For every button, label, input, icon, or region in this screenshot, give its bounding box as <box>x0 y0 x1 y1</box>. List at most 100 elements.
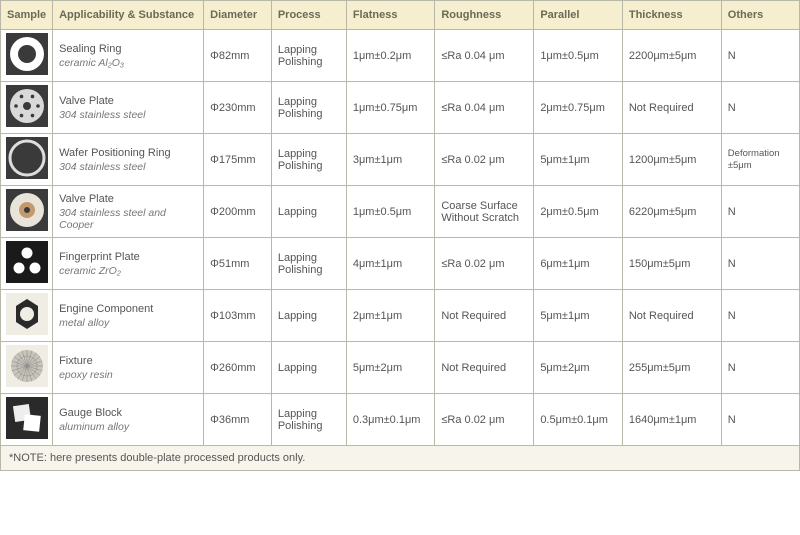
diameter-cell: Φ103mm <box>204 290 272 342</box>
diameter-cell: Φ200mm <box>204 186 272 238</box>
header-applicability: Applicability & Substance <box>53 1 204 30</box>
diameter-cell: Φ82mm <box>204 30 272 82</box>
applicability-substance: epoxy resin <box>59 369 197 381</box>
applicability-substance: 304 stainless steel <box>59 109 197 121</box>
process-cell: Lapping <box>271 290 346 342</box>
note-text: *NOTE: here presents double-plate proces… <box>1 446 800 471</box>
flatness-cell: 1μm±0.5μm <box>346 186 435 238</box>
flatness-cell: 1μm±0.2μm <box>346 30 435 82</box>
parallel-cell: 5μm±1μm <box>534 134 623 186</box>
applicability-name: Engine Component <box>59 303 197 315</box>
flatness-cell: 1μm±0.75μm <box>346 82 435 134</box>
process-cell: Lapping Polishing <box>271 30 346 82</box>
sample-thumb-cell <box>1 394 53 446</box>
others-cell: N <box>721 342 799 394</box>
header-process: Process <box>271 1 346 30</box>
sample-thumb-icon <box>6 241 48 283</box>
table-row: Fingerprint Plate ceramic ZrO₂ Φ51mm Lap… <box>1 238 800 290</box>
sample-thumb-icon <box>6 345 48 387</box>
parallel-cell: 6μm±1μm <box>534 238 623 290</box>
diameter-cell: Φ260mm <box>204 342 272 394</box>
applicability-substance: 304 stainless steel <box>59 161 197 173</box>
sample-thumb-cell <box>1 290 53 342</box>
roughness-cell: Not Required <box>435 342 534 394</box>
flatness-cell: 5μm±2μm <box>346 342 435 394</box>
diameter-cell: Φ36mm <box>204 394 272 446</box>
table-row: Valve Plate 304 stainless steel and Coop… <box>1 186 800 238</box>
roughness-cell: ≤Ra 0.04 μm <box>435 30 534 82</box>
applicability-name: Fingerprint Plate <box>59 251 197 263</box>
roughness-cell: ≤Ra 0.04 μm <box>435 82 534 134</box>
sample-thumb-icon <box>6 85 48 127</box>
spec-table: Sample Applicability & Substance Diamete… <box>0 0 800 471</box>
thickness-cell: Not Required <box>622 82 721 134</box>
applicability-cell: Fixture epoxy resin <box>53 342 204 394</box>
parallel-cell: 2μm±0.75μm <box>534 82 623 134</box>
applicability-cell: Gauge Block aluminum alloy <box>53 394 204 446</box>
applicability-name: Fixture <box>59 355 197 367</box>
applicability-substance: metal alloy <box>59 317 197 329</box>
sample-thumb-cell <box>1 186 53 238</box>
applicability-name: Valve Plate <box>59 95 197 107</box>
sample-thumb-icon <box>6 33 48 75</box>
others-cell: N <box>721 238 799 290</box>
thickness-cell: Not Required <box>622 290 721 342</box>
parallel-cell: 0.5μm±0.1μm <box>534 394 623 446</box>
sample-thumb-cell <box>1 238 53 290</box>
process-cell: Lapping <box>271 342 346 394</box>
sample-thumb-icon <box>6 397 48 439</box>
thickness-cell: 6220μm±5μm <box>622 186 721 238</box>
applicability-cell: Wafer Positioning Ring 304 stainless ste… <box>53 134 204 186</box>
others-cell: N <box>721 394 799 446</box>
header-sample: Sample <box>1 1 53 30</box>
parallel-cell: 2μm±0.5μm <box>534 186 623 238</box>
table-row: Valve Plate 304 stainless steel Φ230mm L… <box>1 82 800 134</box>
parallel-cell: 5μm±2μm <box>534 342 623 394</box>
flatness-cell: 3μm±1μm <box>346 134 435 186</box>
table-row: Wafer Positioning Ring 304 stainless ste… <box>1 134 800 186</box>
diameter-cell: Φ175mm <box>204 134 272 186</box>
header-row: Sample Applicability & Substance Diamete… <box>1 1 800 30</box>
roughness-cell: ≤Ra 0.02 μm <box>435 238 534 290</box>
sample-thumb-icon <box>6 137 48 179</box>
applicability-cell: Valve Plate 304 stainless steel and Coop… <box>53 186 204 238</box>
table-row: Sealing Ring ceramic Al₂O₃ Φ82mm Lapping… <box>1 30 800 82</box>
others-cell: N <box>721 30 799 82</box>
sample-thumb-cell <box>1 30 53 82</box>
table-row: Fixture epoxy resin Φ260mm Lapping 5μm±2… <box>1 342 800 394</box>
table-row: Engine Component metal alloy Φ103mm Lapp… <box>1 290 800 342</box>
process-cell: Lapping Polishing <box>271 82 346 134</box>
roughness-cell: Coarse Surface Without Scratch <box>435 186 534 238</box>
applicability-name: Gauge Block <box>59 407 197 419</box>
sample-thumb-icon <box>6 189 48 231</box>
others-cell: N <box>721 82 799 134</box>
diameter-cell: Φ51mm <box>204 238 272 290</box>
process-cell: Lapping <box>271 186 346 238</box>
others-cell: N <box>721 186 799 238</box>
thickness-cell: 150μm±5μm <box>622 238 721 290</box>
flatness-cell: 2μm±1μm <box>346 290 435 342</box>
applicability-name: Valve Plate <box>59 193 197 205</box>
others-cell: N <box>721 290 799 342</box>
sample-thumb-icon <box>6 293 48 335</box>
header-flatness: Flatness <box>346 1 435 30</box>
sample-thumb-cell <box>1 342 53 394</box>
sample-thumb-cell <box>1 134 53 186</box>
header-roughness: Roughness <box>435 1 534 30</box>
applicability-substance: ceramic ZrO₂ <box>59 265 197 277</box>
thickness-cell: 2200μm±5μm <box>622 30 721 82</box>
parallel-cell: 1μm±0.5μm <box>534 30 623 82</box>
sample-thumb-cell <box>1 82 53 134</box>
flatness-cell: 4μm±1μm <box>346 238 435 290</box>
others-cell: Deformation ±5μm <box>721 134 799 186</box>
applicability-cell: Fingerprint Plate ceramic ZrO₂ <box>53 238 204 290</box>
header-others: Others <box>721 1 799 30</box>
applicability-cell: Valve Plate 304 stainless steel <box>53 82 204 134</box>
applicability-substance: aluminum alloy <box>59 421 197 433</box>
process-cell: Lapping Polishing <box>271 238 346 290</box>
header-diameter: Diameter <box>204 1 272 30</box>
applicability-name: Wafer Positioning Ring <box>59 147 197 159</box>
thickness-cell: 1200μm±5μm <box>622 134 721 186</box>
diameter-cell: Φ230mm <box>204 82 272 134</box>
applicability-substance: 304 stainless steel and Cooper <box>59 207 197 231</box>
